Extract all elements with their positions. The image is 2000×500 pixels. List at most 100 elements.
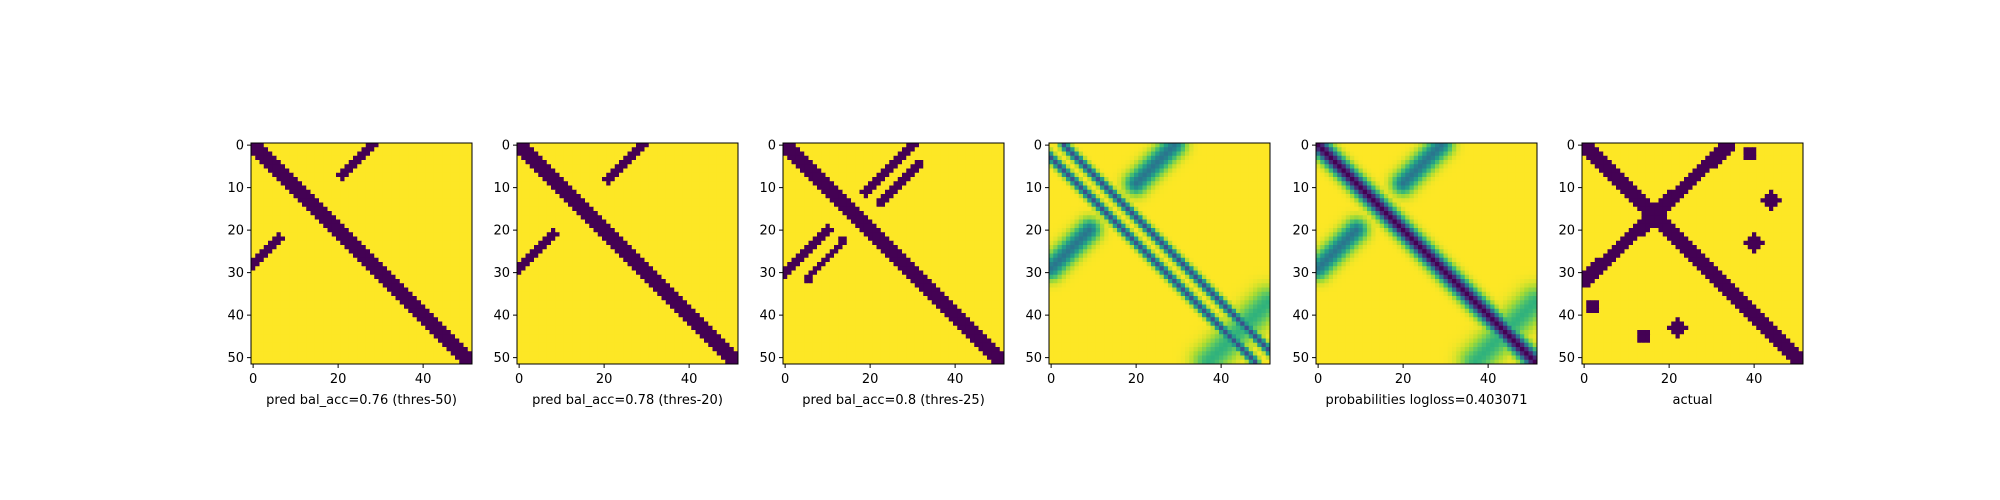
- heatmap-cell: [619, 169, 624, 174]
- heatmap-cell: [349, 211, 354, 216]
- heatmap-cell: [611, 156, 616, 161]
- heatmap-cell: [717, 207, 722, 212]
- heatmap-cell: [306, 292, 311, 297]
- heatmap-cell: [340, 262, 345, 267]
- heatmap-cell: [459, 356, 464, 361]
- heatmap-cell: [442, 241, 447, 246]
- heatmap-cell: [543, 207, 548, 212]
- heatmap-cell: [687, 190, 692, 195]
- heatmap-cell: [640, 249, 645, 254]
- heatmap-cell: [530, 322, 535, 327]
- heatmap-cell: [362, 147, 367, 152]
- heatmap-cell: [530, 173, 535, 178]
- heatmap-cell: [551, 160, 556, 165]
- heatmap-cell: [255, 215, 260, 220]
- heatmap-cell: [589, 143, 594, 148]
- heatmap-cell: [666, 309, 671, 314]
- heatmap-cell: [315, 186, 320, 191]
- heatmap-cell: [417, 262, 422, 267]
- heatmap-cell: [464, 224, 469, 229]
- heatmap-cell: [421, 147, 426, 152]
- heatmap-cell: [687, 177, 692, 182]
- heatmap-cell: [408, 228, 413, 233]
- heatmap-cell: [396, 147, 401, 152]
- heatmap-cell: [323, 245, 328, 250]
- heatmap-cell: [708, 317, 713, 322]
- heatmap-cell: [336, 326, 341, 331]
- heatmap-cell: [530, 224, 535, 229]
- heatmap-cell: [670, 279, 675, 284]
- heatmap-cell: [336, 152, 341, 157]
- heatmap-cell: [366, 228, 371, 233]
- heatmap-cell: [362, 220, 367, 225]
- heatmap-cell: [374, 215, 379, 220]
- heatmap-cell: [447, 164, 452, 169]
- heatmap-cell: [362, 322, 367, 327]
- heatmap-cell: [425, 232, 430, 237]
- heatmap-cell: [425, 169, 430, 174]
- heatmap-cell: [649, 305, 654, 310]
- heatmap-cell: [572, 296, 577, 301]
- heatmap-cell: [272, 322, 277, 327]
- heatmap-cell: [666, 296, 671, 301]
- heatmap-cell: [374, 305, 379, 310]
- heatmap-cell: [611, 194, 616, 199]
- heatmap-cell: [298, 275, 303, 280]
- heatmap-cell: [455, 317, 460, 322]
- heatmap-cell: [649, 249, 654, 254]
- heatmap-cell: [383, 347, 388, 352]
- heatmap-cell: [413, 177, 418, 182]
- heatmap-cell: [311, 254, 316, 259]
- heatmap-cell: [653, 211, 658, 216]
- heatmap-cell: [713, 164, 718, 169]
- heatmap-cell: [572, 164, 577, 169]
- heatmap-cell: [311, 228, 316, 233]
- heatmap-cell: [455, 292, 460, 297]
- heatmap-cell: [670, 164, 675, 169]
- heatmap-cell: [434, 326, 439, 331]
- heatmap-cell: [383, 351, 388, 356]
- heatmap-cell: [662, 271, 667, 276]
- heatmap-cell: [438, 330, 443, 335]
- heatmap-cell: [387, 288, 392, 293]
- heatmap-cell: [289, 194, 294, 199]
- heatmap-cell: [353, 322, 358, 327]
- heatmap-cell: [700, 207, 705, 212]
- heatmap-cell: [534, 211, 539, 216]
- heatmap-cell: [730, 181, 735, 186]
- heatmap-cell: [255, 143, 260, 148]
- heatmap-cell: [336, 262, 341, 267]
- heatmap-cell: [645, 283, 650, 288]
- heatmap-cell: [379, 249, 384, 254]
- heatmap-cell: [336, 275, 341, 280]
- heatmap-cell: [636, 190, 641, 195]
- heatmap-cell: [268, 309, 273, 314]
- heatmap-cell: [298, 181, 303, 186]
- heatmap-cell: [551, 305, 556, 310]
- heatmap-cell: [319, 211, 324, 216]
- heatmap-cell: [632, 164, 637, 169]
- heatmap-cell: [585, 245, 590, 250]
- heatmap-cell: [628, 288, 633, 293]
- heatmap-cell: [623, 147, 628, 152]
- heatmap-cell: [323, 347, 328, 352]
- heatmap-cell: [438, 292, 443, 297]
- heatmap-cell: [349, 356, 354, 361]
- heatmap-cell: [345, 339, 350, 344]
- heatmap-cell: [704, 266, 709, 271]
- heatmap-cell: [700, 215, 705, 220]
- heatmap-cell: [268, 241, 273, 246]
- heatmap-cell: [345, 173, 350, 178]
- heatmap-cell: [383, 169, 388, 174]
- heatmap-cell: [289, 152, 294, 157]
- heatmap-cell: [332, 271, 337, 276]
- heatmap-cell: [713, 160, 718, 165]
- heatmap-cell: [340, 215, 345, 220]
- heatmap-cell: [611, 288, 616, 293]
- heatmap-cell: [387, 309, 392, 314]
- heatmap-cell: [349, 177, 354, 182]
- heatmap-cell: [345, 317, 350, 322]
- heatmap-cell: [413, 283, 418, 288]
- heatmap-cell: [615, 283, 620, 288]
- heatmap-cell: [538, 258, 543, 263]
